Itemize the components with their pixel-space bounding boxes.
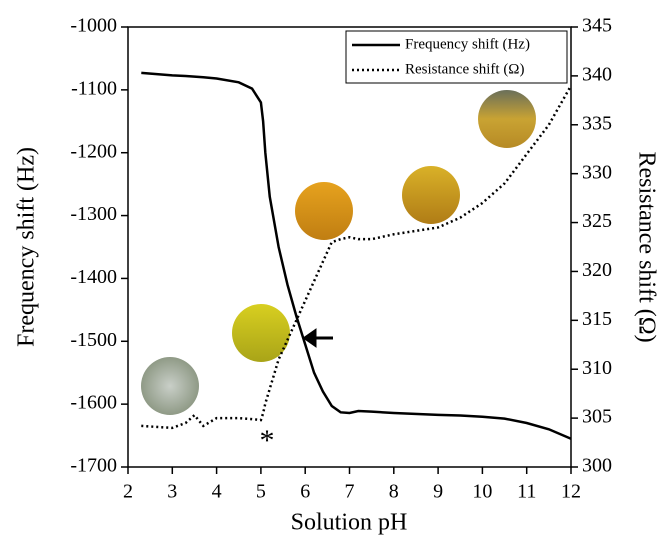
y2-tick-label: 300 — [582, 455, 612, 477]
y-tick-label: -1000 — [70, 15, 117, 37]
photo — [295, 182, 353, 240]
y2-tick-label: 340 — [582, 63, 612, 85]
y-tick-label: -1600 — [70, 392, 117, 414]
y2-tick-label: 335 — [582, 112, 612, 134]
x-tick-label: 9 — [433, 481, 443, 503]
x-tick-label: 2 — [123, 481, 133, 503]
y2-tick-label: 305 — [582, 406, 612, 428]
data-line — [141, 71, 572, 440]
y-tick-label: -1700 — [70, 455, 117, 477]
x-tick-label: 7 — [345, 481, 355, 503]
y2-tick-label: 330 — [582, 161, 612, 183]
x-tick-label: 11 — [517, 481, 536, 503]
y-tick-label: -1400 — [70, 266, 117, 288]
y-axis-title: Frequency shift (Hz) — [14, 147, 40, 347]
legend-label: Resistance shift (Ω) — [405, 61, 524, 77]
y-tick-label: -1100 — [71, 77, 117, 99]
photo — [232, 304, 290, 362]
x-tick-label: 12 — [561, 481, 581, 503]
legend — [345, 30, 568, 84]
x-tick-label: 4 — [212, 481, 222, 503]
x-tick-label: 6 — [300, 481, 310, 503]
y-tick-label: -1300 — [70, 203, 117, 225]
x-axis-title: Solution pH — [291, 510, 408, 536]
x-tick-label: 10 — [472, 481, 492, 503]
annotation: * — [260, 424, 275, 457]
photo — [402, 166, 460, 224]
y-tick-label: -1200 — [70, 140, 117, 162]
x-tick-label: 3 — [167, 481, 177, 503]
y2-tick-label: 345 — [582, 15, 612, 37]
y2-tick-label: 315 — [582, 308, 612, 330]
y2-tick-label: 325 — [582, 210, 612, 232]
legend-label: Frequency shift (Hz) — [405, 36, 530, 52]
y2-tick-label: 320 — [582, 259, 612, 281]
photo — [141, 357, 199, 415]
photo — [478, 90, 536, 148]
y-tick-label: -1500 — [70, 329, 117, 351]
y2-tick-label: 310 — [582, 357, 612, 379]
y2-axis-title: Resistance shift (Ω) — [633, 151, 659, 342]
arrow — [302, 328, 333, 348]
x-tick-label: 5 — [256, 481, 266, 503]
data-line — [141, 85, 573, 430]
x-tick-label: 8 — [389, 481, 399, 503]
